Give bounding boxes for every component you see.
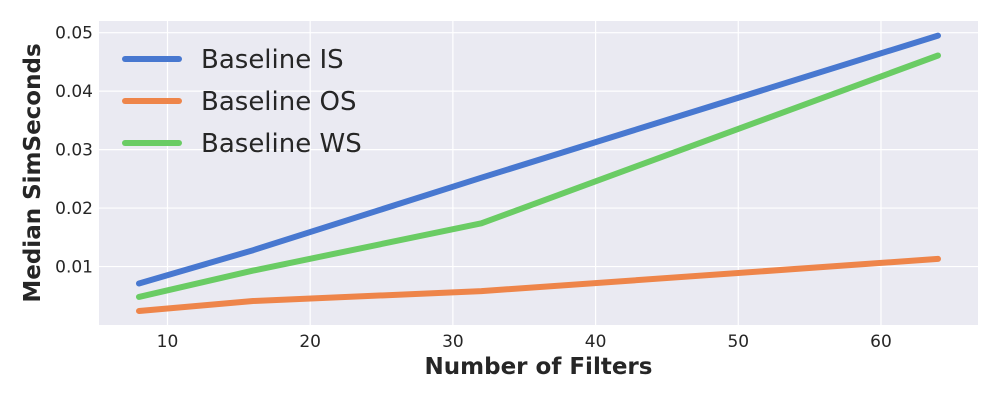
legend-label: Baseline IS bbox=[201, 45, 344, 75]
x-tick-label: 10 bbox=[157, 332, 179, 352]
legend: Baseline IS Baseline OS Baseline WS bbox=[122, 45, 362, 159]
y-axis-ticks: 0.01 0.02 0.03 0.04 0.05 bbox=[55, 24, 93, 278]
series-lines bbox=[136, 32, 941, 314]
series-line-baseline-is bbox=[136, 32, 941, 287]
series-line-baseline-os bbox=[136, 255, 941, 314]
y-tick-label: 0.04 bbox=[55, 82, 93, 102]
series-line-baseline-ws bbox=[136, 52, 941, 300]
x-axis-ticks: 10 20 30 40 50 60 bbox=[157, 332, 892, 352]
x-tick-label: 50 bbox=[727, 332, 749, 352]
x-tick-label: 60 bbox=[870, 332, 892, 352]
y-tick-label: 0.01 bbox=[55, 258, 93, 278]
y-tick-label: 0.05 bbox=[55, 24, 93, 44]
legend-label: Baseline WS bbox=[201, 129, 362, 159]
x-tick-label: 30 bbox=[442, 332, 464, 352]
legend-label: Baseline OS bbox=[201, 87, 356, 117]
x-tick-label: 20 bbox=[299, 332, 321, 352]
x-tick-label: 40 bbox=[585, 332, 607, 352]
x-axis-title: Number of Filters bbox=[425, 354, 653, 380]
y-tick-label: 0.02 bbox=[55, 199, 93, 219]
y-axis-title: Median SimSeconds bbox=[20, 43, 46, 302]
y-tick-label: 0.03 bbox=[55, 141, 93, 161]
